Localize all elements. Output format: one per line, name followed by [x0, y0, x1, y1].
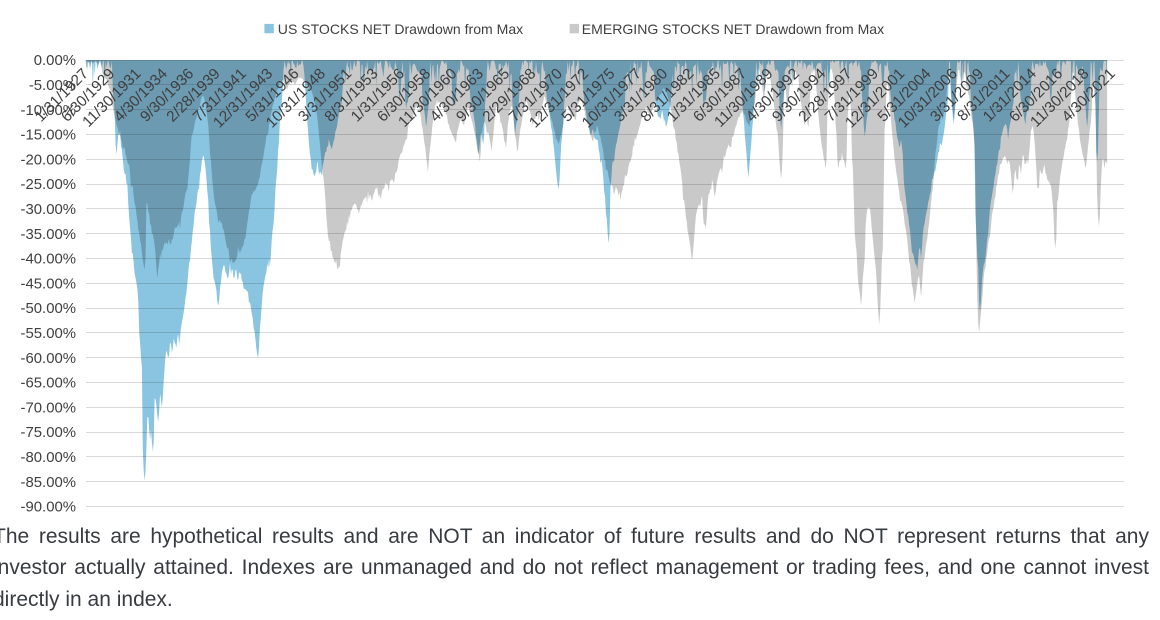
- svg-text:EMERGING STOCKS NET Drawdown f: EMERGING STOCKS NET Drawdown from Max: [582, 21, 884, 37]
- svg-text:-55.00%: -55.00%: [21, 326, 76, 342]
- svg-text:-80.00%: -80.00%: [21, 450, 76, 466]
- svg-text:-75.00%: -75.00%: [21, 425, 76, 441]
- svg-text:-10.00%: -10.00%: [21, 103, 76, 119]
- svg-text:-30.00%: -30.00%: [21, 202, 76, 218]
- svg-text:-25.00%: -25.00%: [21, 177, 76, 193]
- svg-text:-15.00%: -15.00%: [21, 128, 76, 144]
- svg-text:-45.00%: -45.00%: [21, 276, 76, 292]
- svg-text:-35.00%: -35.00%: [21, 227, 76, 243]
- svg-text:-70.00%: -70.00%: [21, 400, 76, 416]
- svg-text:US STOCKS NET Drawdown from Ma: US STOCKS NET Drawdown from Max: [278, 21, 523, 37]
- svg-text:-20.00%: -20.00%: [21, 152, 76, 168]
- svg-text:-40.00%: -40.00%: [21, 252, 76, 268]
- svg-text:0.00%: 0.00%: [34, 53, 76, 69]
- svg-text:-85.00%: -85.00%: [21, 475, 76, 491]
- svg-text:-5.00%: -5.00%: [29, 78, 76, 94]
- svg-text:-90.00%: -90.00%: [21, 500, 76, 516]
- svg-text:-60.00%: -60.00%: [21, 351, 76, 367]
- svg-text:-50.00%: -50.00%: [21, 301, 76, 317]
- svg-text:-65.00%: -65.00%: [21, 376, 76, 392]
